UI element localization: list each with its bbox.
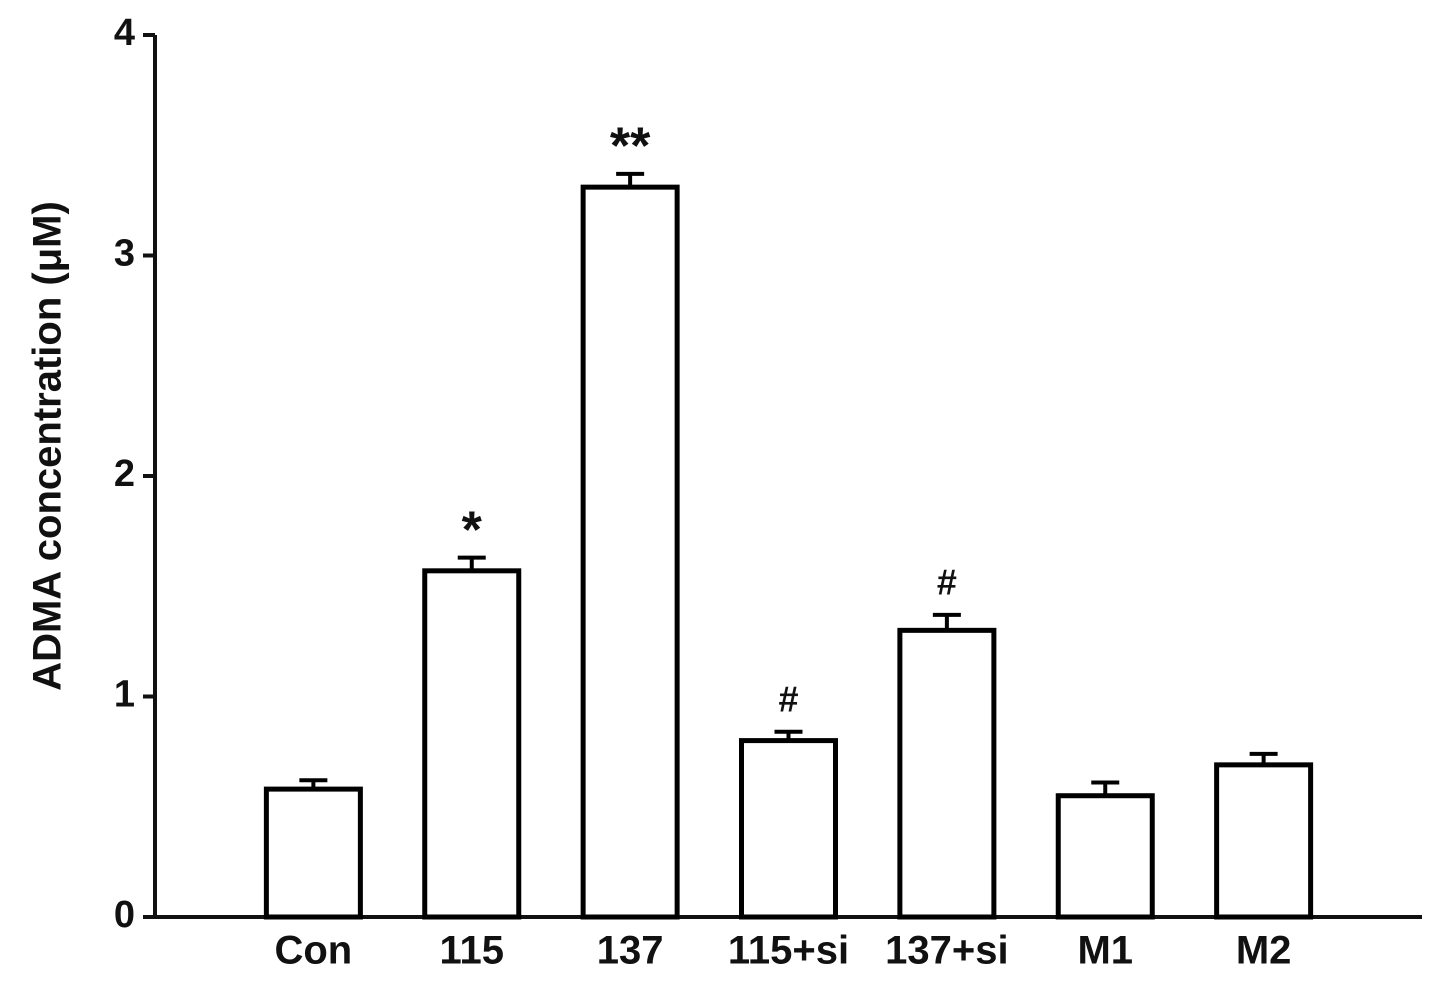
x-tick-label: M1: [1077, 929, 1133, 973]
bar: [580, 184, 680, 920]
x-tick-label: 137: [597, 929, 664, 973]
y-tick-label: 4: [114, 12, 135, 54]
significance-label: *: [462, 501, 483, 559]
significance-label: **: [610, 118, 651, 176]
x-tick-label: M2: [1236, 929, 1292, 973]
y-tick-label: 2: [114, 453, 135, 495]
bar: [739, 738, 838, 920]
x-tick-label: 137+si: [885, 929, 1008, 973]
significance-label: #: [937, 561, 957, 602]
bar: [1214, 762, 1314, 920]
x-tick-label: Con: [274, 929, 352, 973]
y-tick-label: 0: [114, 894, 135, 936]
bar: [422, 568, 522, 920]
x-tick-label: 115: [439, 929, 504, 973]
y-axis-label: ADMA concentration (μM): [26, 201, 70, 691]
y-tick-label: 1: [114, 674, 135, 716]
y-tick-label: 3: [114, 233, 135, 275]
x-tick-label: 115+si: [728, 929, 849, 973]
bar: [263, 786, 363, 920]
bar: [897, 627, 997, 920]
significance-label: #: [778, 678, 798, 719]
bar: [1055, 793, 1155, 920]
